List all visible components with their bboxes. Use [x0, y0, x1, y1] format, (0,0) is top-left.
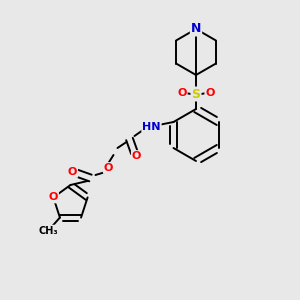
Text: S: S	[191, 88, 200, 100]
Text: CH₃: CH₃	[38, 226, 58, 236]
Text: O: O	[177, 88, 187, 98]
Text: O: O	[104, 163, 113, 173]
Text: HN: HN	[142, 122, 161, 132]
Text: O: O	[205, 88, 215, 98]
Text: O: O	[68, 167, 77, 177]
Text: O: O	[49, 192, 58, 203]
Text: O: O	[132, 151, 141, 161]
Text: N: N	[191, 22, 201, 35]
